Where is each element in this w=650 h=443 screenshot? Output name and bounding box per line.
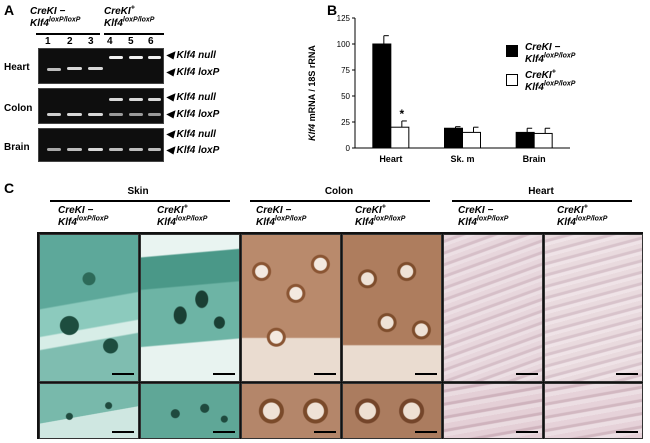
group-line-plus bbox=[104, 33, 164, 35]
y-tick-label-3: 75 bbox=[341, 66, 350, 75]
lane-3: 3 bbox=[88, 36, 94, 47]
bar-chart: 0 25 50 75 100 125 * Heart Sk. m Brain bbox=[337, 14, 570, 164]
y-tick-label-0: 0 bbox=[346, 144, 351, 153]
gel-colon bbox=[38, 88, 164, 124]
col-geno-1: CreKI − Klf4loxP/loxP bbox=[58, 205, 109, 228]
scale-bar-inset-3 bbox=[314, 431, 336, 433]
micrograph-colon-minus bbox=[241, 234, 341, 382]
legend-swatch-plus bbox=[506, 74, 518, 86]
scale-bar-6 bbox=[616, 373, 638, 375]
inset-skin-plus bbox=[140, 383, 240, 439]
gel-heart bbox=[38, 48, 164, 84]
genotype-label-plus-a: CreKI+ Klf4loxP/loxP bbox=[104, 4, 155, 29]
bar-2-0 bbox=[515, 131, 535, 149]
scale-bar-3 bbox=[314, 373, 336, 375]
legend-label-minus: CreKI − Klf4loxP/loxP bbox=[525, 42, 576, 65]
x-category-label-0: Heart bbox=[379, 154, 402, 164]
micrograph-colon-plus bbox=[342, 234, 442, 382]
y-tick-label-5: 125 bbox=[337, 14, 351, 23]
y-tick-label-1: 25 bbox=[341, 118, 350, 127]
col-geno-6: CreKI+ Klf4loxP/loxP bbox=[557, 203, 608, 228]
bar-2-1 bbox=[533, 132, 553, 149]
col-geno-2: CreKI+ Klf4loxP/loxP bbox=[157, 203, 208, 228]
lane-4: 4 bbox=[107, 36, 113, 47]
inset-skin-minus bbox=[39, 383, 139, 439]
x-category-label-2: Brain bbox=[523, 154, 546, 164]
y-tick-label-2: 50 bbox=[341, 92, 350, 101]
col-geno-4: CreKI+ Klf4loxP/loxP bbox=[355, 203, 406, 228]
gel-row-label-heart: Heart bbox=[4, 62, 30, 73]
lane-1: 1 bbox=[45, 36, 51, 47]
panel-c-letter: C bbox=[4, 180, 15, 196]
scale-bar-5 bbox=[516, 373, 538, 375]
tissue-header-colon: Colon bbox=[324, 186, 354, 197]
x-category-label-1: Sk. m bbox=[450, 154, 474, 164]
scale-bar-inset-1 bbox=[112, 431, 134, 433]
panel-b-letter: B bbox=[327, 2, 338, 18]
scale-bar-4 bbox=[415, 373, 437, 375]
tissue-line-heart bbox=[452, 200, 632, 202]
bar-0-0 bbox=[372, 43, 392, 149]
significance-asterisk: * bbox=[399, 107, 404, 121]
legend: CreKI − Klf4loxP/loxP CreKI+ Klf4loxP/lo… bbox=[503, 42, 643, 102]
group-line-minus bbox=[36, 33, 100, 35]
band-label-brain-loxp: ◀ Klf4 loxP bbox=[166, 145, 220, 156]
gel-row-label-brain: Brain bbox=[4, 142, 30, 153]
tissue-line-colon bbox=[250, 200, 430, 202]
tissue-line-skin bbox=[50, 200, 230, 202]
panel-a-letter: A bbox=[4, 2, 15, 18]
band-label-brain-null: ◀ Klf4 null bbox=[166, 129, 216, 140]
y-axis-label: Klf4 mRNA / 18S rRNA bbox=[307, 45, 317, 141]
scale-bar-inset-6 bbox=[616, 431, 638, 433]
band-label-colon-loxp: ◀ Klf4 loxP bbox=[166, 109, 220, 120]
legend-swatch-minus bbox=[506, 45, 518, 57]
gel-brain bbox=[38, 128, 164, 162]
band-label-colon-null: ◀ Klf4 null bbox=[166, 92, 216, 103]
inset-heart-plus bbox=[544, 383, 643, 439]
bar-1-1 bbox=[462, 131, 481, 149]
tissue-header-heart: Heart bbox=[528, 186, 554, 197]
scale-bar-1 bbox=[112, 373, 134, 375]
micrograph-skin-minus bbox=[39, 234, 139, 382]
gel-row-label-colon: Colon bbox=[4, 103, 33, 114]
bar-0-1 bbox=[390, 126, 410, 149]
col-geno-3: CreKI − Klf4loxP/loxP bbox=[256, 205, 307, 228]
bar-1-0 bbox=[444, 127, 463, 149]
micrograph-heart-plus bbox=[544, 234, 643, 382]
col-geno-5: CreKI − Klf4loxP/loxP bbox=[458, 205, 509, 228]
legend-label-plus: CreKI+ Klf4loxP/loxP bbox=[525, 68, 576, 93]
inset-colon-minus bbox=[241, 383, 341, 439]
lane-2: 2 bbox=[67, 36, 73, 47]
micrograph-heart-minus bbox=[443, 234, 543, 382]
band-label-heart-null: ◀ Klf4 null bbox=[166, 50, 216, 61]
scale-bar-2 bbox=[213, 373, 235, 375]
scale-bar-inset-2 bbox=[213, 431, 235, 433]
lane-5: 5 bbox=[128, 36, 134, 47]
lane-6: 6 bbox=[148, 36, 154, 47]
inset-heart-minus bbox=[443, 383, 543, 439]
tissue-header-skin: Skin bbox=[127, 186, 149, 197]
band-label-heart-loxp: ◀ Klf4 loxP bbox=[166, 67, 220, 78]
scale-bar-inset-4 bbox=[415, 431, 437, 433]
y-tick-label-4: 100 bbox=[337, 40, 351, 49]
inset-colon-plus bbox=[342, 383, 442, 439]
scale-bar-inset-5 bbox=[516, 431, 538, 433]
micrograph-skin-plus bbox=[140, 234, 240, 382]
genotype-label-minus-a: CreKI − Klf4loxP/loxP bbox=[30, 6, 81, 29]
